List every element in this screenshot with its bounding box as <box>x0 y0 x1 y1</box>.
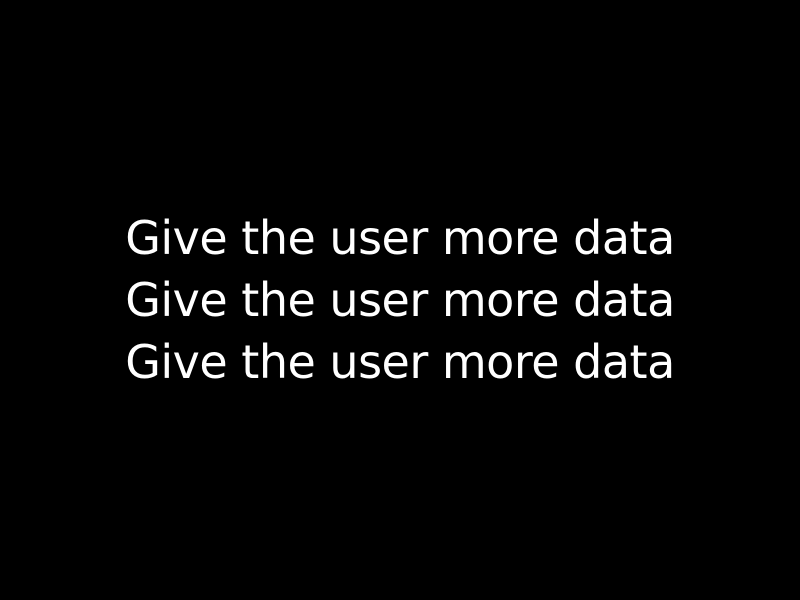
slide-text-line-3: Give the user more data <box>125 335 675 389</box>
slide-text-line-1: Give the user more data <box>125 211 675 265</box>
slide-text-line-2: Give the user more data <box>125 273 675 327</box>
slide-text-block: Give the user more data Give the user mo… <box>125 207 675 393</box>
